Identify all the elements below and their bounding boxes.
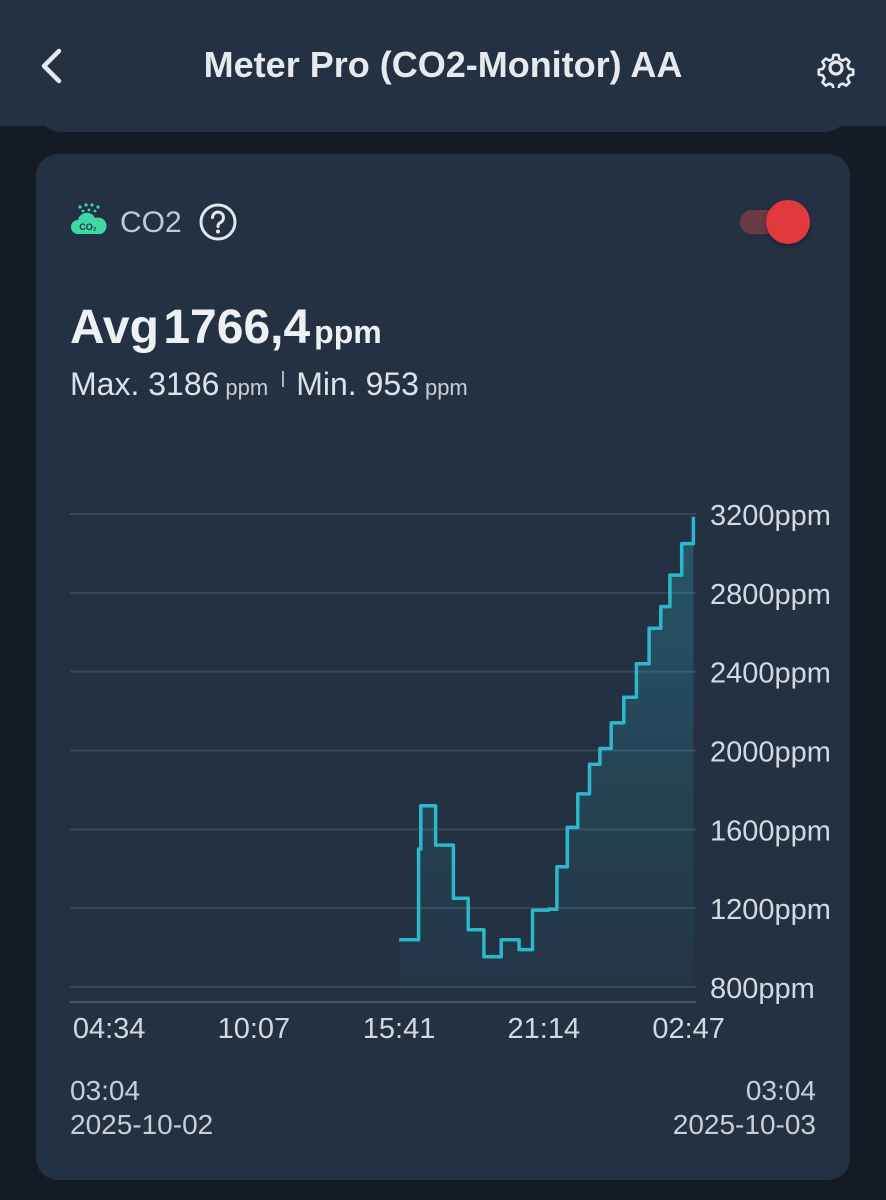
range-start: 03:04 2025-10-02 xyxy=(70,1074,213,1142)
min-value: 953 xyxy=(365,366,419,402)
x-tick-label: 15:41 xyxy=(363,1013,436,1045)
page-title: Meter Pro (CO2-Monitor) AA xyxy=(203,44,683,85)
metric-label: CO2 xyxy=(120,206,182,239)
x-axis-labels: 04:34 10:07 15:41 21:14 02:47 xyxy=(73,1013,725,1045)
settings-button[interactable] xyxy=(810,42,862,94)
divider xyxy=(282,371,285,387)
y-tick-label: 2400ppm xyxy=(710,658,831,690)
x-tick-label: 10:07 xyxy=(218,1013,291,1045)
previous-card-edge xyxy=(36,100,850,132)
min-label: Min. xyxy=(296,366,357,402)
max-unit: ppm xyxy=(225,375,269,400)
back-button[interactable] xyxy=(30,40,74,92)
y-tick-label: 2800ppm xyxy=(710,579,831,611)
avg-label: Avg xyxy=(70,301,159,354)
y-tick-label: 2000ppm xyxy=(710,737,831,769)
toggle-knob xyxy=(766,200,810,244)
range-start-date: 2025-10-02 xyxy=(70,1109,214,1140)
range-end: 03:04 2025-10-03 xyxy=(673,1074,816,1142)
series-co2 xyxy=(399,516,696,987)
y-tick-label: 1600ppm xyxy=(710,815,831,847)
average-reading: Avg 1766,4 ppm xyxy=(70,300,382,355)
avg-value: 1766,4 xyxy=(163,301,311,354)
gear-icon xyxy=(817,53,855,88)
x-tick-label: 21:14 xyxy=(508,1013,581,1045)
chart-grid xyxy=(70,513,696,1003)
min-max-reading: Max. 3186 ppm Min. 953 ppm xyxy=(70,366,468,403)
question-circle-icon[interactable] xyxy=(198,202,238,242)
y-axis-labels: 800ppm 1200ppm 1600ppm 2000ppm 2400ppm 2800pp… xyxy=(710,500,831,1005)
avg-unit: ppm xyxy=(314,314,382,350)
x-tick-label: 04:34 xyxy=(73,1013,146,1045)
co2-visibility-toggle[interactable] xyxy=(738,198,812,246)
y-tick-label: 1200ppm xyxy=(710,894,831,926)
series-line xyxy=(399,516,696,959)
y-tick-label: 3200ppm xyxy=(710,500,831,532)
svg-text:CO₂: CO₂ xyxy=(79,222,97,232)
x-tick-label: 02:47 xyxy=(652,1013,725,1045)
range-start-time: 03:04 xyxy=(70,1075,141,1106)
co2-chart-card: CO₂ CO2 Avg 1766,4 ppm Max. 3186 ppm Min. 9… xyxy=(36,154,850,1180)
co2-cloud-icon: CO₂ xyxy=(71,203,107,234)
range-end-time: 03:04 xyxy=(745,1075,816,1106)
series-area xyxy=(399,516,694,987)
max-value: 3186 xyxy=(148,366,220,402)
max-label: Max. xyxy=(70,366,140,402)
y-tick-label: 800ppm xyxy=(710,973,815,1005)
range-end-date: 2025-10-03 xyxy=(672,1109,816,1140)
chevron-left-icon xyxy=(41,48,62,84)
min-unit: ppm xyxy=(424,375,468,400)
